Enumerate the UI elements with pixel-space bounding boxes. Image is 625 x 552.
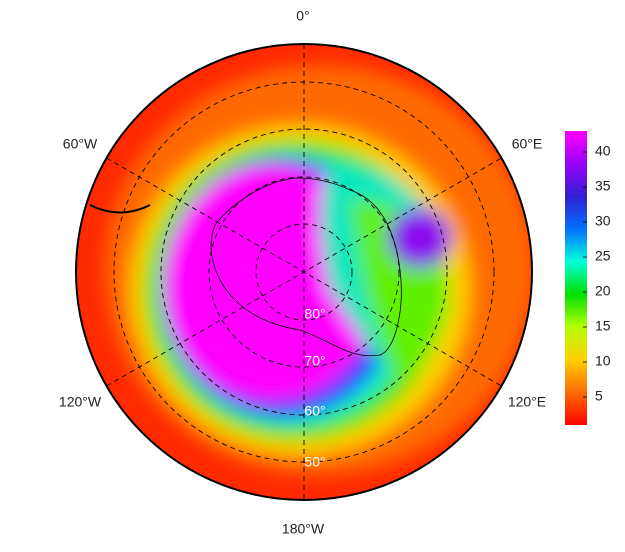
latitude-label: 80° [304, 306, 325, 322]
colorbar-tick-label: 35 [595, 178, 611, 194]
meridian-label: 120°E [508, 394, 546, 410]
meridian-label: 120°W [59, 394, 102, 410]
graticule [75, 43, 533, 501]
colorbar-tick-label: 40 [595, 143, 611, 159]
meridian-label: 180°W [282, 521, 325, 537]
colorbar-tick-label: 5 [595, 388, 603, 404]
latitude-label: 70° [304, 353, 325, 369]
colorbar-tick-label: 10 [595, 353, 611, 369]
colorbar-tick-label: 30 [595, 213, 611, 229]
latitude-label: 60° [304, 403, 325, 419]
meridian-label: 60°E [512, 136, 543, 152]
field [76, 44, 532, 500]
colorbar-tick-label: 15 [595, 318, 611, 334]
colorbar [565, 131, 587, 425]
colorbar-tick-label: 20 [595, 283, 611, 299]
colorbar-tick-label: 25 [595, 248, 611, 264]
meridian-label: 0° [296, 8, 309, 24]
latitude-label: 50° [304, 454, 325, 470]
meridian-label: 60°W [63, 136, 98, 152]
